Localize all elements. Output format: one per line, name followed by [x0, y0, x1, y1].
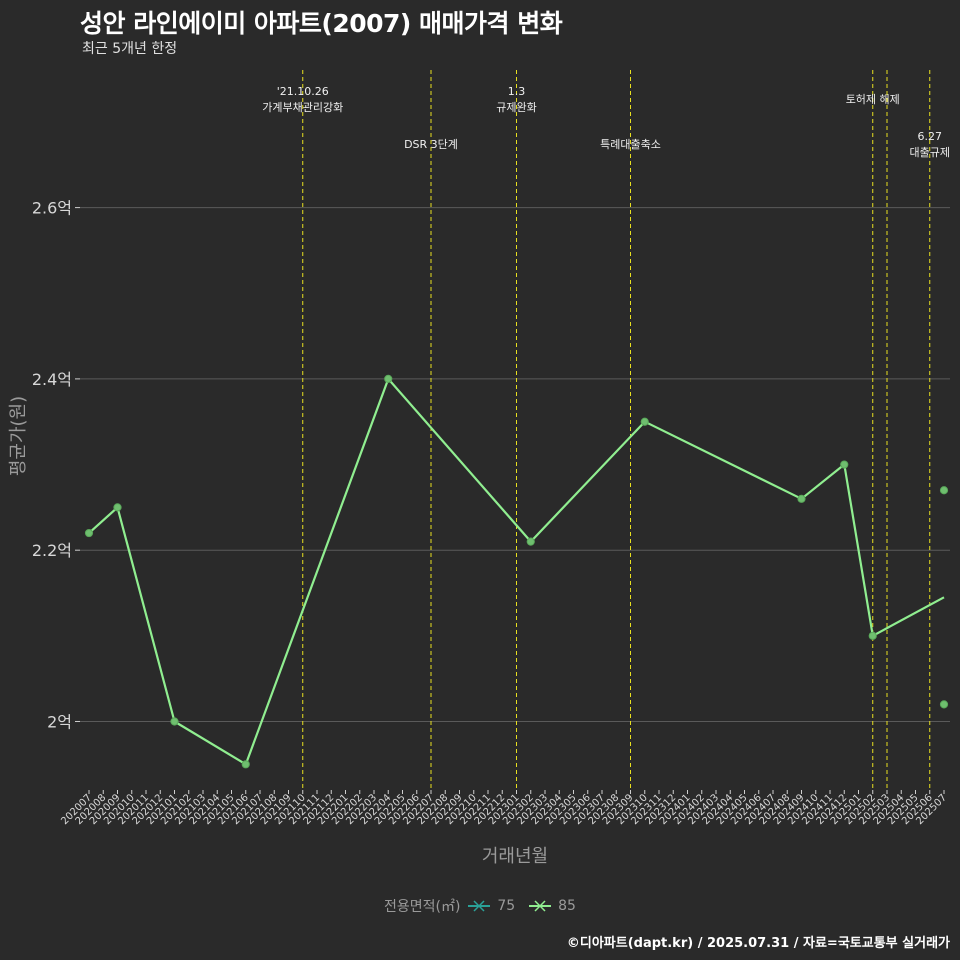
data-point: [640, 417, 649, 426]
legend-swatch-75: [467, 900, 490, 912]
legend-swatch-85: [528, 900, 551, 912]
event-label: 1.3: [508, 85, 526, 98]
event-label: DSR 3단계: [404, 138, 458, 151]
y-tick-label: 2억: [47, 712, 72, 731]
event-label: 6.27: [918, 130, 943, 143]
legend-label-75: 75: [497, 898, 516, 914]
data-point: [526, 537, 535, 546]
chart-subtitle: 최근 5개년 한정: [82, 41, 178, 57]
data-point: [241, 760, 250, 769]
y-tick-label: 2.2억: [32, 541, 72, 560]
data-point: [113, 503, 122, 512]
x-axis-title: 거래년월: [482, 846, 548, 867]
y-tick-label: 2.4억: [32, 370, 72, 389]
event-label: 토허제 해제: [846, 92, 900, 106]
event-label: '21.10.26: [277, 85, 329, 98]
data-point: [939, 486, 949, 495]
legend-title: 전용면적(㎡): [384, 899, 461, 915]
y-tick-label: 2.6억: [32, 199, 72, 218]
data-point: [170, 717, 179, 726]
event-label: 대출규제: [910, 146, 950, 159]
event-label: 특례대출축소: [600, 138, 661, 151]
legend-label-85: 85: [558, 898, 576, 914]
legend: 전용면적(㎡) 75 85: [0, 896, 960, 916]
data-point: [797, 494, 806, 503]
data-point: [939, 700, 949, 709]
y-axis-title: 평균가(원): [8, 396, 29, 476]
event-label: 가계부채관리강화: [262, 101, 343, 114]
chart-title: 성안 라인에이미 아파트(2007) 매매가격 변화: [80, 9, 563, 38]
data-point: [840, 460, 849, 469]
event-label: 규제완화: [496, 101, 536, 114]
source-caption: ©디아파트(dapt.kr) / 2025.07.31 / 자료=국토교통부 실…: [566, 936, 950, 951]
data-point: [868, 631, 877, 640]
data-point: [84, 528, 94, 538]
data-point: [384, 374, 393, 383]
